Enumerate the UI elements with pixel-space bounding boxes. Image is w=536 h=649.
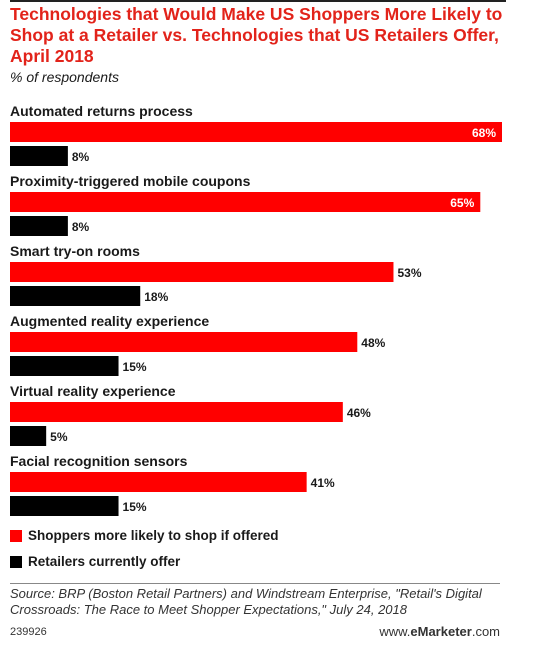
category-label: Facial recognition sensors	[10, 453, 188, 469]
chart-id: 239926	[10, 626, 47, 638]
source-divider	[10, 583, 500, 584]
source-note: Source: BRP (Boston Retail Partners) and…	[10, 586, 482, 617]
data-label-retailers: 8%	[72, 150, 90, 164]
category-label: Automated returns process	[10, 103, 193, 119]
data-label-retailers: 18%	[144, 290, 168, 304]
brand-name: eMarketer	[410, 624, 472, 639]
category-label: Smart try-on rooms	[10, 243, 140, 259]
bar-shoppers	[10, 262, 394, 282]
data-label-shoppers: 65%	[450, 196, 474, 210]
brand-suffix: .com	[471, 624, 500, 639]
legend-swatch-shoppers	[10, 529, 22, 542]
chart-title: Technologies that Would Make US Shoppers…	[10, 4, 503, 66]
data-label-retailers: 8%	[72, 220, 90, 234]
bar-shoppers	[10, 332, 358, 352]
bar-retailers	[10, 496, 119, 516]
legend-item-shoppers: Shoppers more likely to shop if offered	[10, 528, 279, 543]
data-label-shoppers: 53%	[397, 266, 421, 280]
bar-retailers	[10, 356, 119, 376]
bar-retailers	[10, 426, 47, 446]
data-label-shoppers: 68%	[472, 126, 496, 140]
bar-chart: Automated returns process 68% 8% Proximity-…	[10, 103, 502, 516]
bar-shoppers	[10, 192, 481, 212]
category-label: Virtual reality experience	[10, 383, 176, 399]
data-label-retailers: 15%	[123, 500, 147, 514]
category-label: Proximity-triggered mobile coupons	[10, 173, 251, 189]
data-label-shoppers: 48%	[361, 336, 385, 350]
data-label-retailers: 15%	[123, 360, 147, 374]
brand-prefix: www.	[379, 624, 411, 639]
data-label-shoppers: 46%	[347, 406, 371, 420]
category-label: Augmented reality experience	[10, 313, 209, 329]
data-label-retailers: 5%	[50, 430, 68, 444]
bar-shoppers	[10, 402, 343, 422]
legend-item-retailers: Retailers currently offer	[10, 554, 180, 569]
bar-shoppers	[10, 122, 502, 142]
chart-subtitle: % of respondents	[10, 69, 119, 85]
legend-swatch-retailers	[10, 555, 22, 568]
bar-retailers	[10, 216, 68, 236]
top-rule	[10, 0, 506, 2]
legend-label-shoppers: Shoppers more likely to shop if offered	[28, 528, 279, 543]
data-label-shoppers: 41%	[311, 476, 335, 490]
bar-shoppers	[10, 472, 307, 492]
bar-retailers	[10, 146, 68, 166]
brand-link[interactable]: www.eMarketer.com	[379, 624, 500, 639]
legend-label-retailers: Retailers currently offer	[28, 554, 181, 569]
bar-retailers	[10, 286, 141, 306]
